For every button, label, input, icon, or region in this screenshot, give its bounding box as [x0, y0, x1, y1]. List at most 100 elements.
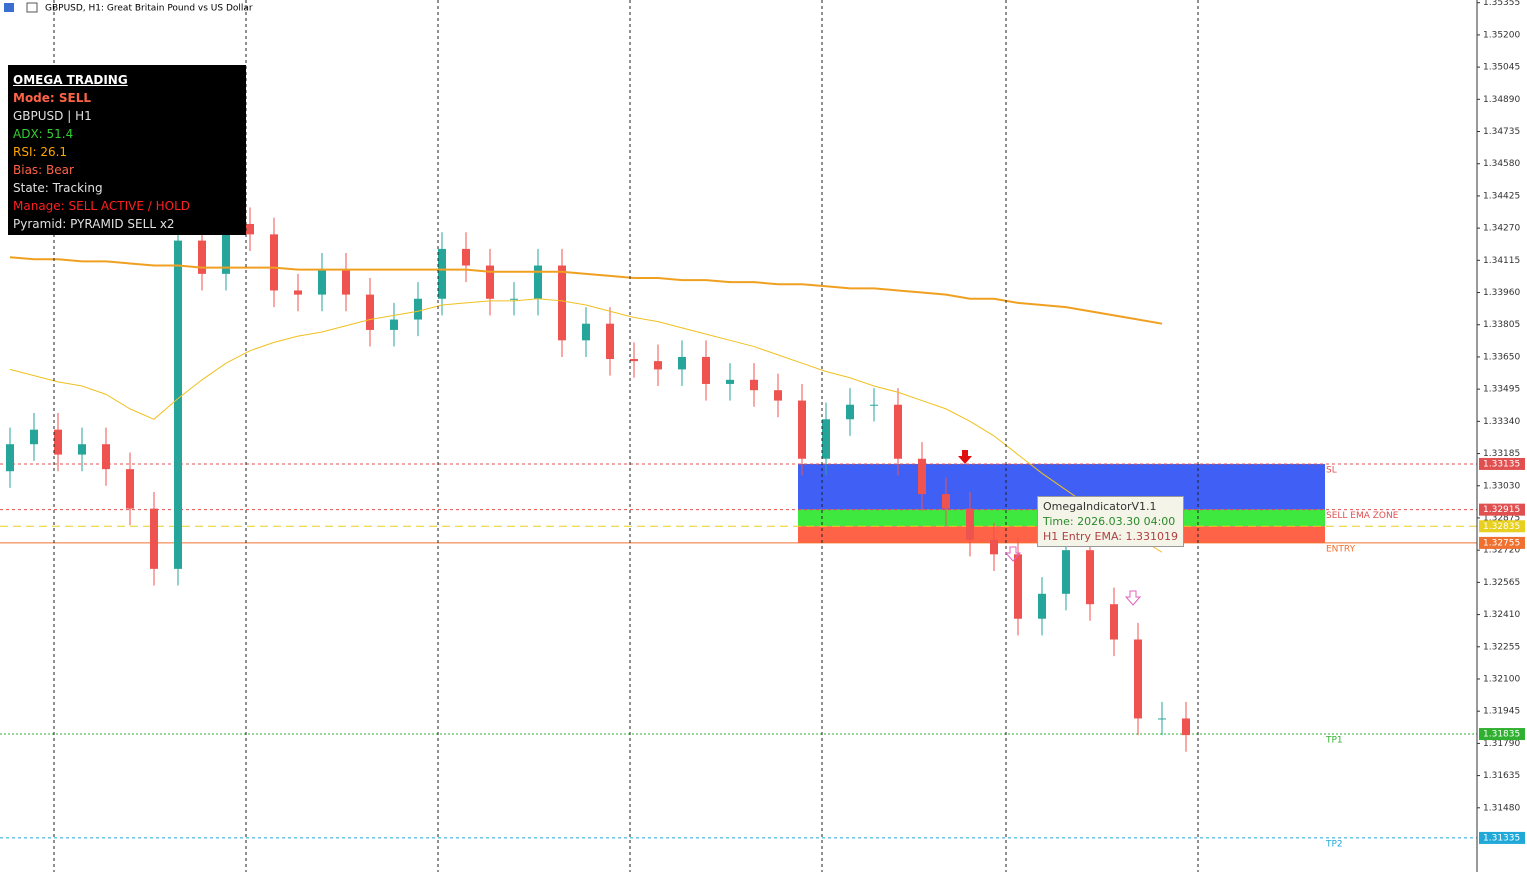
- icon: [4, 3, 14, 12]
- candle-body: [750, 379, 758, 391]
- chart-header: GBPUSD, H1: Great Britain Pound vs US Do…: [45, 4, 253, 14]
- candle-body: [822, 419, 830, 459]
- moving-average: [9, 256, 1163, 325]
- panel-title: OMEGA TRADING: [13, 73, 128, 87]
- candle-body: [966, 508, 974, 540]
- candle-body: [270, 234, 278, 291]
- candle-body: [1038, 593, 1046, 619]
- y-tick-label: 1.32565: [1483, 578, 1520, 588]
- level-label: ENTRY: [1326, 544, 1356, 554]
- candle-body: [678, 356, 686, 370]
- candle-body: [1134, 639, 1142, 719]
- candle-body: [918, 458, 926, 495]
- y-tick-label: 1.32875: [1483, 513, 1520, 523]
- candle-body: [582, 323, 590, 341]
- candle-body: [174, 240, 182, 569]
- y-tick-label: 1.33805: [1483, 320, 1520, 330]
- level-value: 1.32755: [1483, 538, 1520, 548]
- y-tick-label: 1.35045: [1483, 63, 1520, 73]
- y-tick-label: 1.34890: [1483, 95, 1520, 105]
- level-badge: [1479, 503, 1525, 516]
- y-tick-label: 1.31480: [1483, 803, 1520, 813]
- panel-line: Bias: Bear: [13, 163, 74, 177]
- level-badge: [1479, 831, 1525, 844]
- icon: [26, 2, 38, 13]
- candle-body: [510, 298, 518, 300]
- candle-body: [870, 404, 878, 406]
- level-label: SL: [1326, 465, 1337, 475]
- y-tick-label: 1.31945: [1483, 707, 1520, 717]
- candle-body: [846, 404, 854, 420]
- level-value: 1.32835: [1483, 522, 1520, 532]
- level-label: TP2: [1325, 839, 1343, 849]
- level-value: 1.33135: [1483, 459, 1520, 469]
- panel-line: Manage: SELL ACTIVE / HOLD: [13, 199, 191, 213]
- level-badge: [1479, 457, 1525, 470]
- y-tick-label: 1.33340: [1483, 417, 1520, 427]
- tooltip-line: Time: 2026.03.30 04:00: [1043, 515, 1176, 528]
- level-label: TP1: [1325, 736, 1343, 746]
- candle-body: [1062, 550, 1070, 594]
- y-tick-label: 1.32410: [1483, 610, 1520, 620]
- panel-line: GBPUSD | H1: [13, 109, 92, 123]
- tooltip-line: OmegaIndicatorV1.1: [1043, 500, 1157, 513]
- candle-body: [198, 240, 206, 274]
- y-tick-label: 1.32720: [1483, 546, 1520, 556]
- level-badge: [1479, 728, 1525, 741]
- candle-body: [990, 539, 998, 555]
- y-tick-label: 1.34115: [1483, 256, 1520, 266]
- candle-body: [798, 400, 806, 459]
- candle-body: [6, 444, 14, 472]
- candle-body: [54, 429, 62, 455]
- level-value: 1.32915: [1483, 505, 1520, 515]
- y-tick-label: 1.33185: [1483, 449, 1520, 459]
- level-badge: [1479, 536, 1525, 549]
- candle-body: [294, 290, 302, 295]
- candle-body: [414, 298, 422, 320]
- candle-body: [150, 508, 158, 569]
- panel-line: Mode: SELL: [13, 91, 92, 105]
- y-tick-label: 1.34270: [1483, 224, 1520, 234]
- candle-body: [318, 269, 326, 295]
- candle-body: [1110, 604, 1118, 640]
- level-value: 1.31335: [1483, 833, 1520, 843]
- y-tick-label: 1.34425: [1483, 191, 1520, 201]
- y-tick-label: 1.34580: [1483, 159, 1520, 169]
- candle-body: [1182, 718, 1190, 736]
- panel-line: ADX: 51.4: [13, 127, 74, 141]
- moving-average: [9, 298, 1163, 553]
- candle-body: [654, 361, 662, 370]
- candle-body: [486, 265, 494, 299]
- level-value: 1.31835: [1483, 730, 1520, 740]
- candle-body: [342, 269, 350, 295]
- candle-body: [246, 223, 254, 235]
- y-tick-label: 1.31635: [1483, 771, 1520, 781]
- y-tick-label: 1.35200: [1483, 30, 1520, 40]
- info-panel: OMEGA TRADING Mode: SELL GBPUSD | H1 ADX: …: [8, 65, 246, 235]
- candle-body: [606, 323, 614, 360]
- y-tick-label: 1.34735: [1483, 127, 1520, 137]
- y-tick-label: 1.33650: [1483, 352, 1520, 362]
- panel-line: Pyramid: PYRAMID SELL x2: [13, 217, 175, 231]
- candle-body: [462, 248, 470, 266]
- y-tick-label: 1.33030: [1483, 481, 1520, 491]
- candle-body: [438, 248, 446, 299]
- tooltip: OmegaIndicatorV1.1 Time: 2026.03.30 04:00…: [1037, 496, 1184, 547]
- candle-body: [942, 494, 950, 509]
- candle-body: [558, 265, 566, 341]
- candle-body: [102, 444, 110, 470]
- y-tick-label: 1.32100: [1483, 674, 1520, 684]
- candle-body: [126, 469, 134, 509]
- candle-body: [1086, 550, 1094, 605]
- candle-body: [222, 223, 230, 274]
- y-tick-label: 1.33960: [1483, 288, 1520, 298]
- candle-body: [702, 356, 710, 384]
- candle-body: [894, 404, 902, 459]
- candle-body: [366, 294, 374, 330]
- candle-body: [78, 444, 86, 455]
- y-tick-label: 1.31790: [1483, 739, 1520, 749]
- y-tick-label: 1.35355: [1483, 0, 1520, 8]
- candle-body: [1014, 554, 1022, 619]
- candle-body: [390, 319, 398, 330]
